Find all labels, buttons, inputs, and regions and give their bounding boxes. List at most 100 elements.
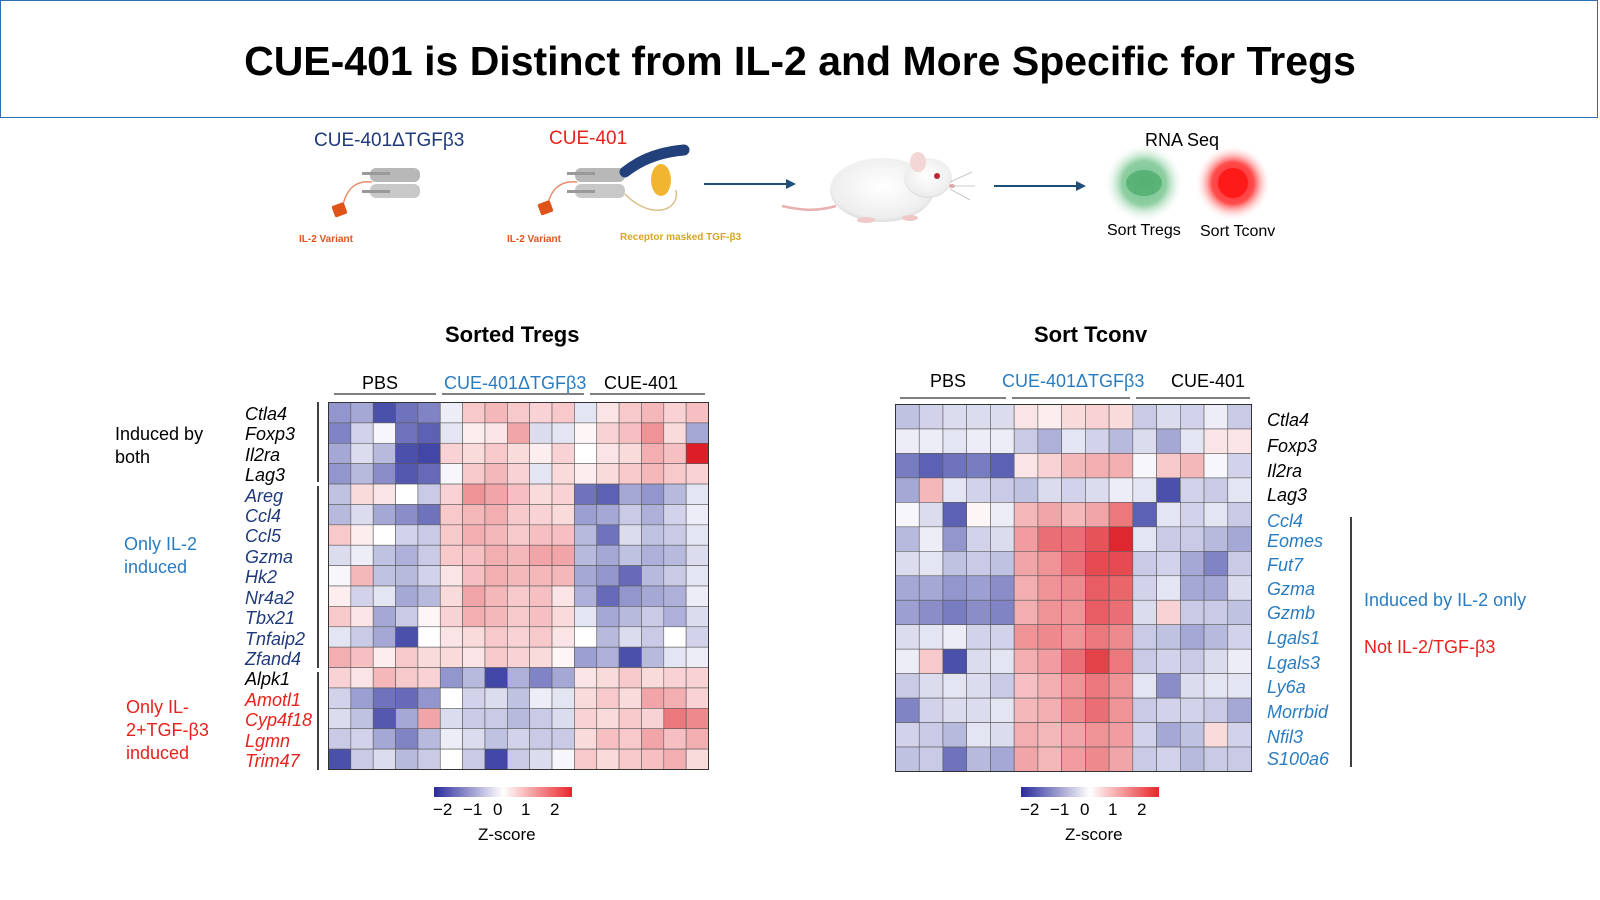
tregs-heatmap-cell	[328, 646, 352, 668]
tconv-heatmap-cell	[1203, 746, 1229, 772]
tregs-heatmap-cell	[350, 667, 374, 689]
tconv-heatmap-cell	[1061, 526, 1086, 552]
tregs-heatmap-cell	[439, 748, 463, 770]
tregs-heatmap-cell	[350, 708, 374, 730]
tregs-heatmap-cell	[685, 646, 709, 668]
tregs-row-label: Gzma	[245, 547, 294, 567]
tregs-heatmap-cell	[439, 504, 463, 526]
tconv-heatmap-cell	[1203, 477, 1229, 503]
tconv-heatmap-cell	[1179, 673, 1205, 699]
tconv-heatmap-cell	[1203, 673, 1229, 699]
tconv-heatmap-cell	[990, 746, 1015, 772]
tconv-heatmap-cell	[918, 673, 944, 699]
tconv-heatmap-cell	[895, 575, 920, 601]
tregs-heatmap-cell	[417, 585, 441, 607]
tconv-heatmap-cell	[1203, 599, 1229, 625]
tregs-heatmap-cell	[507, 687, 530, 709]
tregs-heatmap-cell	[574, 748, 598, 770]
tregs-heatmap-cell	[328, 483, 352, 505]
tregs-heatmap-cell	[618, 524, 642, 546]
tconv-heatmap-cell	[918, 746, 944, 772]
tregs-heatmap-cell	[641, 463, 665, 485]
tconv-heatmap-cell	[942, 551, 968, 577]
tconv-heatmap-cell	[990, 599, 1015, 625]
tregs-heatmap-cell	[529, 728, 553, 750]
tregs-heatmap-cell	[507, 504, 530, 526]
tregs-heatmap-cell	[663, 402, 687, 424]
tregs-heatmap-cell	[439, 463, 463, 485]
tconv-heatmap-cell	[1179, 477, 1205, 503]
tconv-heatmap-cell	[966, 599, 991, 625]
tregs-heatmap-cell	[596, 667, 620, 689]
tregs-heatmap-cell	[395, 544, 419, 566]
tconv-heatmap-cell	[1013, 648, 1039, 674]
tconv-heatmap-cell	[1179, 526, 1205, 552]
tregs-heatmap-cell	[685, 524, 709, 546]
tconv-heatmap-cell	[1037, 551, 1062, 577]
tregs-heatmap-cell	[439, 687, 463, 709]
tregs-heatmap-cell	[641, 667, 665, 689]
tregs-heatmap-cell	[417, 463, 441, 485]
tconv-heatmap-cell	[1227, 404, 1252, 430]
tconv-heatmap-cell	[895, 673, 920, 699]
tregs-heatmap-cell	[551, 524, 575, 546]
tregs-heatmap-cell	[596, 646, 620, 668]
tconv-heatmap-cell	[1037, 722, 1062, 748]
tregs-heatmap-cell	[395, 646, 419, 668]
tregs-heatmap-cell	[507, 463, 530, 485]
tregs-heatmap-cell	[462, 422, 486, 444]
tconv-heatmap-cell	[1132, 453, 1157, 479]
tconv-group-lines	[900, 397, 1250, 399]
tconv-heatmap-cell	[1227, 599, 1252, 625]
tconv-heatmap-cell	[1037, 502, 1062, 528]
tregs-heatmap-cell	[372, 565, 396, 587]
tconv-heatmap-cell	[1061, 746, 1086, 772]
tregs-heatmap-cell	[596, 422, 620, 444]
tconv-heatmap-cell	[942, 673, 968, 699]
tregs-heatmap-cell	[663, 524, 687, 546]
tconv-heatmap-cell	[1156, 648, 1181, 674]
tregs-heatmap-cell	[395, 728, 419, 750]
tregs-heatmap-cell	[529, 524, 553, 546]
tregs-row-label: Lag3	[245, 465, 286, 485]
tregs-heatmap-cell	[439, 728, 463, 750]
tconv-heatmap-cell	[1061, 551, 1086, 577]
tregs-heatmap-cell	[618, 748, 642, 770]
tregs-heatmap-cell	[551, 483, 575, 505]
tregs-heatmap-cell	[574, 565, 598, 587]
tconv-heatmap-cell	[942, 428, 968, 454]
tregs-heatmap-cell	[685, 402, 709, 424]
tconv-row-label: Ly6a	[1267, 677, 1306, 697]
tregs-heatmap-cell	[484, 687, 508, 709]
tregs-heatmap-cell	[462, 748, 486, 770]
tregs-heatmap-cell	[529, 606, 553, 628]
tregs-heatmap-cell	[350, 565, 374, 587]
tregs-heatmap-cell	[417, 606, 441, 628]
tregs-heatmap-cell	[529, 402, 553, 424]
tregs-heatmap-cell	[417, 626, 441, 648]
tregs-heatmap-cell	[618, 504, 642, 526]
tregs-heatmap-cell	[663, 504, 687, 526]
tconv-row-label: Gzmb	[1267, 603, 1316, 623]
tregs-heatmap-cell	[417, 708, 441, 730]
tconv-heatmap-cell	[1179, 551, 1205, 577]
tregs-heatmap-cell	[484, 606, 508, 628]
arrow-icon	[704, 179, 796, 189]
tregs-heatmap-cell	[328, 626, 352, 648]
tregs-heatmap-cell	[529, 687, 553, 709]
tregs-heatmap-cell	[574, 422, 598, 444]
tregs-heatmap-cell	[462, 646, 486, 668]
tregs-heatmap-cell	[551, 504, 575, 526]
tconv-heatmap-cell	[966, 648, 991, 674]
tregs-heatmap-cell	[574, 585, 598, 607]
tconv-heatmap-cell	[918, 624, 944, 650]
tconv-heatmap-cell	[1203, 722, 1229, 748]
tconv-row-label: Lgals1	[1267, 628, 1321, 648]
tconv-heatmap-cell	[990, 722, 1015, 748]
tregs-heatmap-cell	[641, 708, 665, 730]
tregs-heatmap-cell	[551, 463, 575, 485]
tregs-heatmap-cell	[551, 422, 575, 444]
tconv-heatmap-cell	[1108, 404, 1134, 430]
tregs-heatmap-border	[328, 402, 709, 770]
construct1-sub-label: IL-2 Variant	[299, 234, 353, 245]
